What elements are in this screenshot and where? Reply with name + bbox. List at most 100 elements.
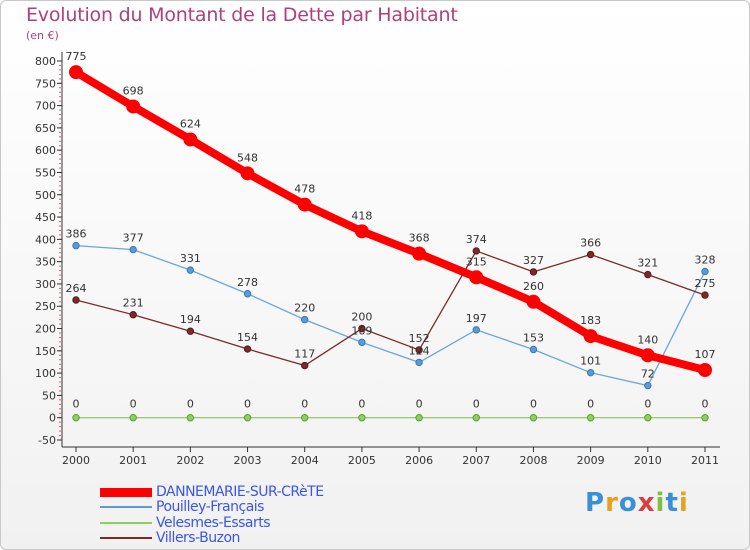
data-label-velesmes: 0	[301, 398, 308, 411]
data-point-villers	[586, 250, 595, 259]
data-point-velesmes	[358, 414, 366, 422]
data-label-pouilley: 72	[641, 368, 655, 381]
x-tick-label: 2008	[519, 454, 547, 467]
data-point-pouilley	[129, 245, 137, 254]
data-point-velesmes	[243, 414, 252, 422]
series-line-pouilley	[75, 244, 706, 387]
data-point-dannemarie	[240, 166, 255, 181]
data-label-dannemarie: 698	[123, 84, 144, 97]
x-tick-label: 2011	[691, 454, 719, 467]
data-point-velesmes	[301, 414, 309, 422]
data-point-villers	[701, 291, 709, 299]
data-label-villers: 194	[180, 313, 201, 326]
y-tick-label: 550	[35, 166, 56, 179]
data-point-dannemarie	[183, 132, 198, 147]
y-tick-label: 0	[49, 412, 56, 425]
data-point-velesmes	[644, 414, 652, 422]
legend-item-velesmes: Velesmes-Essarts	[100, 515, 360, 531]
y-tick-label: -50	[38, 434, 56, 447]
data-point-pouilley	[529, 345, 538, 354]
data-point-villers	[358, 324, 366, 333]
data-point-pouilley	[243, 290, 252, 298]
data-label-velesmes: 0	[358, 398, 365, 411]
data-label-dannemarie: 107	[695, 348, 716, 361]
data-point-dannemarie	[526, 294, 541, 309]
x-tick-label: 2004	[291, 454, 319, 467]
data-point-villers	[472, 247, 480, 255]
data-point-pouilley	[72, 241, 80, 250]
x-tick-label: 2006	[405, 454, 433, 467]
data-point-villers	[72, 296, 80, 304]
chart-subtitle: (en €)	[26, 29, 59, 42]
data-label-villers: 321	[637, 257, 658, 270]
data-label-villers: 231	[123, 297, 144, 310]
data-label-villers: 152	[409, 332, 430, 345]
y-tick-label: 800	[35, 55, 56, 68]
data-point-velesmes	[129, 414, 137, 422]
x-tick-label: 2007	[462, 454, 490, 467]
data-label-dannemarie: 418	[351, 209, 372, 222]
data-point-pouilley	[358, 338, 366, 347]
legend-item-dannemarie: DANNEMARIE-SUR-CRèTE	[100, 484, 360, 500]
y-tick-label: 450	[35, 211, 56, 224]
data-label-villers: 200	[351, 311, 372, 324]
y-tick-label: 150	[35, 345, 56, 358]
data-point-dannemarie	[69, 65, 83, 80]
y-tick-label: 400	[35, 233, 56, 246]
y-tick-label: 100	[35, 367, 56, 380]
x-tick-label: 2009	[577, 454, 605, 467]
data-label-villers: 275	[695, 277, 716, 290]
data-point-dannemarie	[126, 99, 141, 114]
chart-title: Evolution du Montant de la Dette par Hab…	[26, 4, 458, 26]
data-point-villers	[529, 268, 538, 276]
data-point-villers	[644, 270, 652, 279]
y-tick-label: 300	[35, 278, 56, 291]
data-label-dannemarie: 183	[580, 314, 601, 327]
legend-swatch-villers	[100, 537, 152, 539]
y-tick-label: 350	[35, 256, 56, 269]
data-point-pouilley	[301, 315, 309, 324]
data-label-villers: 374	[466, 233, 487, 246]
data-point-velesmes	[415, 414, 423, 422]
y-tick-label: 250	[35, 300, 56, 313]
data-point-dannemarie	[297, 197, 312, 212]
data-label-dannemarie: 775	[66, 50, 87, 63]
data-label-pouilley: 331	[180, 252, 201, 265]
data-label-pouilley: 328	[695, 253, 716, 266]
data-label-pouilley: 377	[123, 232, 144, 245]
data-label-velesmes: 0	[473, 398, 480, 411]
legend-swatch-dannemarie	[100, 488, 152, 497]
y-tick-label: 700	[35, 100, 56, 113]
data-label-villers: 117	[294, 348, 315, 361]
data-label-villers: 327	[523, 254, 544, 267]
proxiti-logo: Proxiti	[585, 488, 689, 518]
data-point-villers	[186, 327, 195, 335]
data-label-pouilley: 124	[409, 344, 430, 357]
legend-label-velesmes: Velesmes-Essarts	[156, 515, 271, 531]
y-tick-label: 750	[35, 77, 56, 90]
data-label-dannemarie: 548	[237, 151, 258, 164]
data-label-pouilley: 220	[294, 302, 315, 315]
data-point-velesmes	[72, 414, 80, 422]
data-point-villers	[301, 361, 309, 370]
data-point-dannemarie	[640, 348, 655, 363]
data-label-dannemarie: 478	[294, 183, 315, 196]
data-label-velesmes: 0	[587, 398, 594, 411]
data-point-velesmes	[701, 414, 709, 422]
data-point-velesmes	[472, 414, 480, 422]
data-label-villers: 366	[580, 237, 601, 250]
y-tick-label: 650	[35, 122, 56, 135]
x-tick-label: 2005	[348, 454, 376, 467]
data-point-dannemarie	[469, 270, 484, 285]
data-point-dannemarie	[412, 246, 427, 261]
x-tick-label: 2002	[176, 454, 204, 467]
legend-label-pouilley: Pouilley-Français	[156, 499, 264, 515]
x-tick-label: 2001	[119, 454, 147, 467]
data-point-pouilley	[186, 266, 195, 274]
series-line-villers	[75, 250, 706, 367]
x-tick-label: 2010	[634, 454, 662, 467]
data-label-velesmes: 0	[130, 398, 137, 411]
data-label-villers: 154	[237, 331, 258, 344]
x-tick-label: 2003	[234, 454, 262, 467]
